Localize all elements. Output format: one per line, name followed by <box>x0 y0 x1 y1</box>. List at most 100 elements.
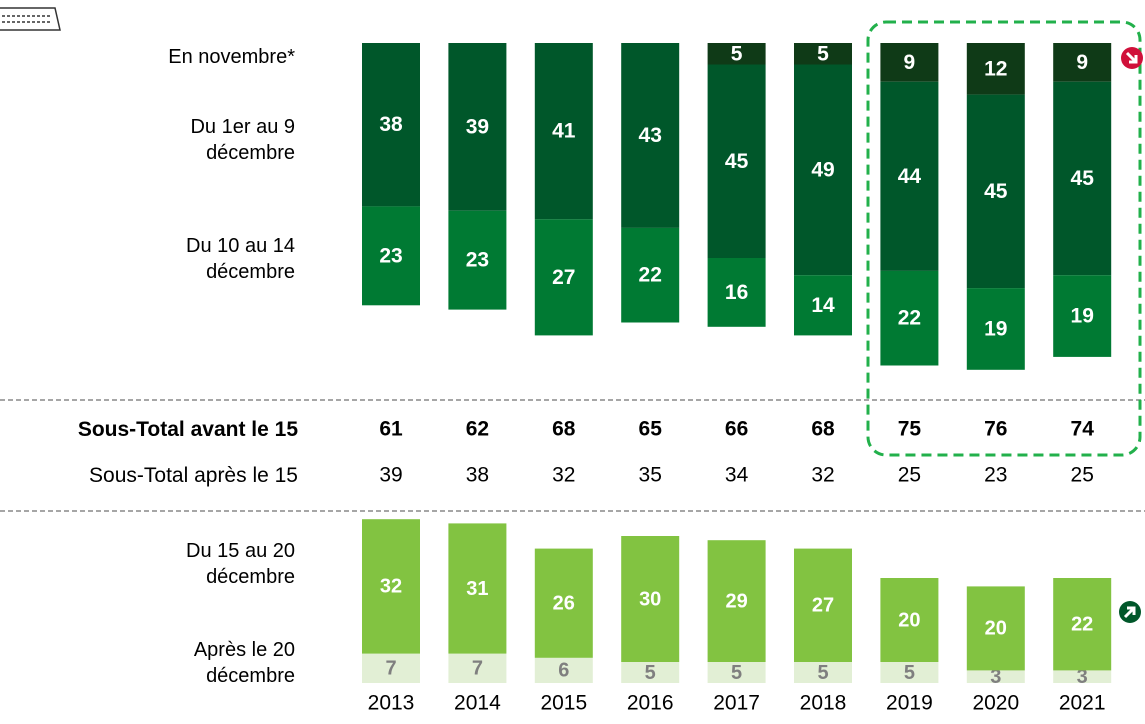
row-value: 23 <box>984 464 1007 487</box>
value-label: 27 <box>552 266 575 289</box>
value-label: 22 <box>639 264 662 287</box>
bar-segment <box>362 519 420 654</box>
series-label: Du 15 au 20 décembre <box>186 540 295 588</box>
row-value: 32 <box>552 464 575 487</box>
value-label: 49 <box>811 158 834 181</box>
value-label: 39 <box>466 115 489 138</box>
value-label: 16 <box>725 281 748 304</box>
series-label: Du 10 au 14 décembre <box>186 235 295 283</box>
value-label: 7 <box>385 658 396 680</box>
value-label: 45 <box>725 150 749 173</box>
bar-segment <box>362 653 420 683</box>
value-label: 5 <box>904 662 915 684</box>
bar-segment <box>448 43 507 211</box>
row-value: 25 <box>898 464 921 487</box>
bar-segment <box>794 43 852 65</box>
value-label: 38 <box>379 113 403 136</box>
bar-segment <box>534 657 593 683</box>
down-arrow-icon <box>1121 47 1143 69</box>
row-value: 74 <box>1071 418 1095 441</box>
value-label: 41 <box>552 120 576 143</box>
bar-segment <box>621 227 680 323</box>
x-tick-label: 2020 <box>972 692 1019 715</box>
bar-segment <box>534 219 593 336</box>
bar-segment <box>448 210 507 310</box>
bar-segment <box>880 81 939 271</box>
bar-segment <box>534 548 593 658</box>
series-label: Du 1er au 9 décembre <box>190 116 295 164</box>
bar-segment <box>794 275 852 336</box>
series-label: Après le 20 décembre <box>193 639 295 687</box>
bar-segment <box>707 662 766 683</box>
calendar-icon <box>0 7 61 31</box>
value-label: 26 <box>553 592 575 614</box>
bar-segment <box>1053 43 1112 82</box>
bar-segment <box>621 536 680 662</box>
value-label: 22 <box>1071 613 1093 635</box>
row-value: 39 <box>379 464 402 487</box>
x-tick-label: 2021 <box>1059 692 1106 715</box>
row-value: 65 <box>639 418 663 441</box>
bar-segment <box>966 670 1025 683</box>
row-value: 66 <box>725 418 748 441</box>
value-label: 23 <box>466 249 489 272</box>
row-value: 75 <box>898 418 922 441</box>
up-arrow-icon <box>1119 601 1141 623</box>
bar-segment <box>707 258 766 327</box>
value-label: 43 <box>639 124 662 147</box>
bar-segment <box>707 540 766 662</box>
value-label: 5 <box>645 662 656 684</box>
bar-segment <box>880 662 939 683</box>
series-label: En novembre* <box>168 46 295 68</box>
value-label: 12 <box>984 57 1007 80</box>
value-label: 22 <box>898 307 921 330</box>
row-value: 25 <box>1071 464 1094 487</box>
value-label: 9 <box>904 51 916 74</box>
bar-segment <box>707 43 766 65</box>
row-label: Sous-Total avant le 15 <box>77 418 298 441</box>
value-label: 5 <box>731 42 743 65</box>
bar-segment <box>966 43 1025 95</box>
x-tick-label: 2018 <box>800 692 847 715</box>
value-label: 19 <box>984 317 1007 340</box>
row-value: 61 <box>379 418 403 441</box>
x-tick-label: 2019 <box>886 692 933 715</box>
row-label: Sous-Total après le 15 <box>89 464 298 487</box>
value-label: 7 <box>472 658 483 680</box>
bar-segment <box>966 586 1025 671</box>
value-label: 29 <box>725 590 747 612</box>
value-label: 20 <box>898 609 920 631</box>
bar-segment <box>880 43 939 82</box>
row-value: 76 <box>984 418 1007 441</box>
x-tick-label: 2017 <box>713 692 760 715</box>
bar-segment <box>1053 578 1112 671</box>
x-tick-label: 2014 <box>454 692 501 715</box>
bar-segment <box>794 548 852 662</box>
value-label: 32 <box>380 576 402 598</box>
x-tick-label: 2015 <box>540 692 587 715</box>
row-value: 35 <box>639 464 662 487</box>
value-label: 14 <box>811 294 835 317</box>
bar-segment <box>448 653 507 683</box>
bar-segment <box>362 43 420 207</box>
value-label: 45 <box>984 180 1008 203</box>
value-label: 20 <box>985 618 1007 640</box>
x-tick-label: 2013 <box>368 692 415 715</box>
x-tick-label: 2016 <box>627 692 674 715</box>
row-value: 68 <box>811 418 835 441</box>
bar-segment <box>880 270 939 366</box>
highlight-box <box>866 20 1142 457</box>
bar-segment <box>794 64 852 276</box>
value-label: 19 <box>1071 305 1094 328</box>
value-label: 23 <box>379 244 402 267</box>
value-label: 9 <box>1076 51 1088 74</box>
bar-segment <box>966 94 1025 289</box>
bar-segment <box>362 206 420 306</box>
bar-segment <box>794 662 852 683</box>
bar-segment <box>880 578 939 662</box>
bar-segment <box>534 43 593 220</box>
row-value: 34 <box>725 464 749 487</box>
value-label: 44 <box>898 165 922 188</box>
